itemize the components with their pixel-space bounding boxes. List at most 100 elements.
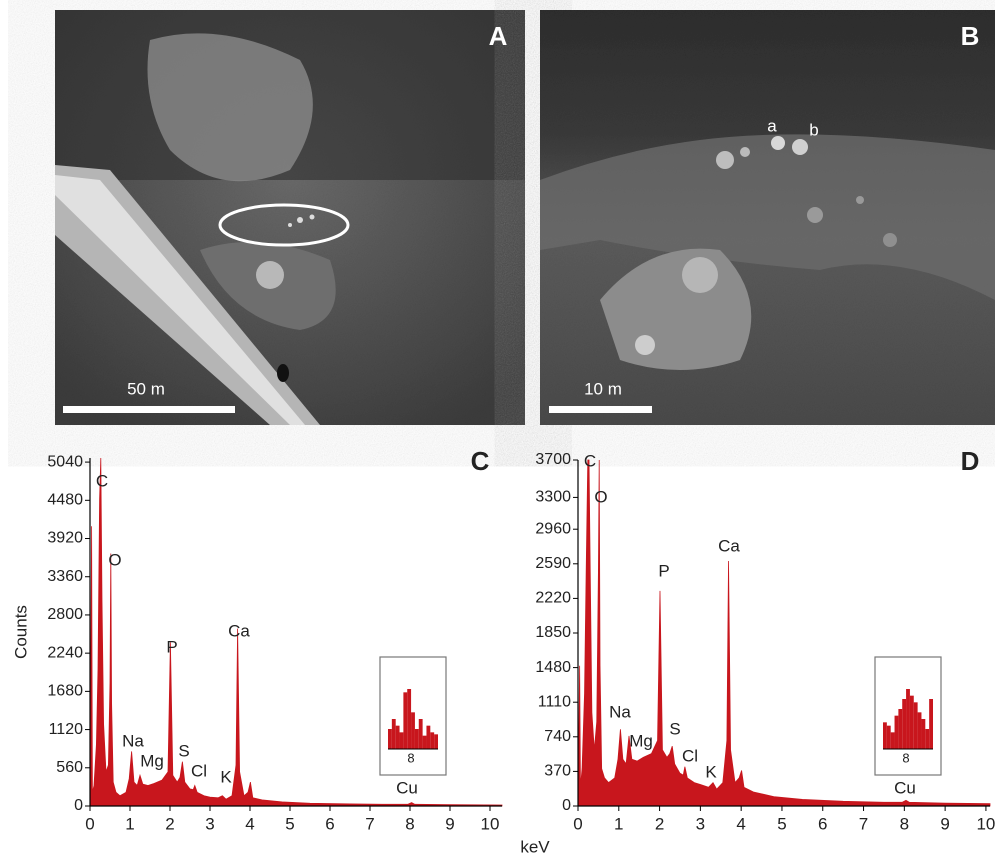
- spectrum: [577, 459, 991, 807]
- inset-bar: [426, 725, 431, 749]
- x-tick-label: 2: [165, 814, 174, 833]
- inset-bar: [395, 725, 400, 749]
- inset-bar: [422, 735, 427, 749]
- panel-label: A: [489, 21, 508, 51]
- x-tick-label: 7: [365, 814, 374, 833]
- x-tick-label: 10: [976, 814, 995, 833]
- x-tick-label: 3: [696, 814, 705, 833]
- y-tick-label: 1110: [538, 693, 571, 710]
- peak-label: P: [166, 637, 177, 656]
- x-tick-label: 9: [445, 814, 454, 833]
- y-tick-label: 3700: [535, 451, 571, 468]
- x-tick-label: 5: [777, 814, 786, 833]
- y-tick-label: 560: [56, 759, 83, 776]
- sem-image-a: [55, 10, 525, 425]
- peak-label: Na: [609, 702, 631, 721]
- y-tick-label: 5040: [47, 453, 83, 470]
- inset-bar: [434, 734, 438, 749]
- inset-bar: [929, 699, 933, 749]
- marker-label: b: [809, 120, 818, 139]
- panel-label: C: [471, 446, 490, 476]
- inset-bar: [430, 732, 435, 749]
- inset-bar: [388, 729, 392, 749]
- peak-label: K: [220, 767, 232, 786]
- peak-label: Mg: [629, 731, 653, 750]
- inset-bar: [921, 719, 926, 749]
- peak-label: Na: [122, 731, 144, 750]
- x-axis-label: keV: [520, 837, 550, 856]
- peak-label: C: [584, 451, 596, 470]
- panel-label: D: [961, 446, 980, 476]
- peak-label: P: [658, 561, 669, 580]
- spectrum: [89, 457, 503, 807]
- x-tick-label: 1: [125, 814, 134, 833]
- peak-label: K: [705, 762, 717, 781]
- inset-bar: [909, 695, 914, 749]
- inset-bar: [414, 729, 419, 749]
- peak-label: Ca: [228, 621, 250, 640]
- inset-bar: [886, 725, 891, 749]
- peak-label: Ca: [718, 536, 740, 555]
- y-tick-label: 2590: [535, 555, 571, 572]
- x-tick-label: 4: [736, 814, 745, 833]
- inset-bar: [890, 732, 895, 749]
- peak-label: C: [96, 471, 108, 490]
- x-tick-label: 8: [900, 814, 909, 833]
- x-tick-label: 2: [655, 814, 664, 833]
- y-tick-label: 0: [74, 797, 83, 814]
- inset-tick-label: 8: [902, 750, 909, 765]
- y-tick-label: 2220: [535, 590, 571, 607]
- peak-label: Cu: [396, 778, 418, 797]
- panel-label: B: [961, 21, 980, 51]
- inset-bar: [411, 712, 415, 749]
- peak-label: Mg: [140, 751, 164, 770]
- inset-bar: [894, 715, 899, 749]
- y-tick-label: 3300: [535, 489, 571, 506]
- x-tick-label: 0: [573, 814, 582, 833]
- inset-bar: [917, 712, 922, 749]
- x-tick-label: 9: [940, 814, 949, 833]
- x-tick-label: 4: [245, 814, 254, 833]
- peak-label: O: [108, 550, 121, 569]
- inset-bar: [902, 699, 907, 749]
- y-tick-label: 740: [544, 728, 571, 745]
- inset-bar: [403, 692, 408, 749]
- y-tick-label: 2240: [47, 644, 83, 661]
- peak-label: Cl: [682, 746, 698, 765]
- inset-bar: [913, 702, 918, 749]
- inset-bar: [925, 729, 930, 749]
- y-tick-label: 0: [562, 797, 571, 814]
- peak-label: Cu: [894, 778, 916, 797]
- sem-image-b: [540, 10, 995, 425]
- inset-bar: [418, 719, 423, 749]
- scale-bar-label: 10 m: [584, 379, 622, 398]
- x-tick-label: 10: [481, 814, 500, 833]
- y-tick-label: 1120: [49, 721, 84, 738]
- scale-bar-label: 50 m: [127, 379, 165, 398]
- x-tick-label: 5: [285, 814, 294, 833]
- peak-label: Cl: [191, 761, 207, 780]
- x-tick-label: 3: [205, 814, 214, 833]
- x-tick-label: 0: [85, 814, 94, 833]
- inset-bar: [883, 722, 887, 749]
- marker-label: a: [767, 116, 777, 135]
- inset-bar: [898, 709, 903, 749]
- peak-label: S: [669, 719, 680, 738]
- inset-bar: [906, 689, 910, 749]
- peak-label: S: [178, 741, 189, 760]
- peak-label: O: [594, 487, 607, 506]
- inset-tick-label: 8: [407, 750, 414, 765]
- y-tick-label: 3360: [47, 568, 83, 585]
- y-axis-label: Counts: [11, 605, 30, 659]
- x-tick-label: 1: [614, 814, 623, 833]
- inset-bar: [407, 689, 412, 749]
- x-tick-label: 8: [405, 814, 414, 833]
- inset-bar: [391, 719, 396, 749]
- y-tick-label: 2800: [47, 606, 83, 623]
- y-tick-label: 1680: [47, 683, 83, 700]
- x-tick-label: 6: [818, 814, 827, 833]
- y-tick-label: 370: [544, 763, 571, 780]
- y-tick-label: 1480: [535, 659, 571, 676]
- x-tick-label: 6: [325, 814, 334, 833]
